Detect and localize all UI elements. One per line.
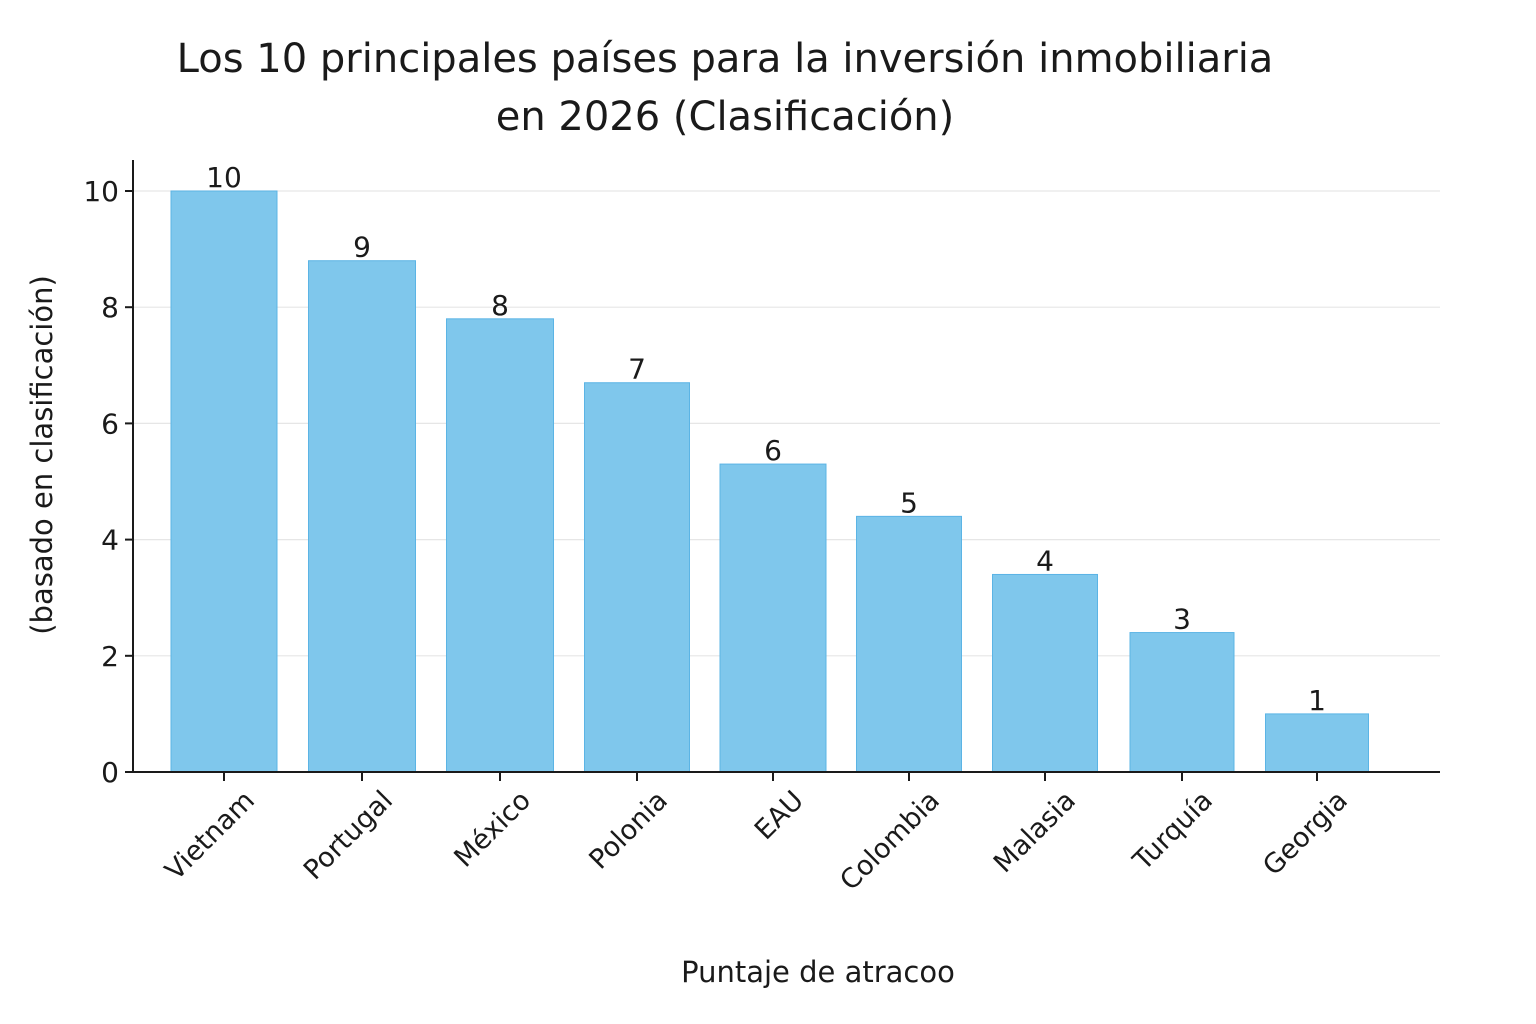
- y-tick-label: 4: [101, 524, 119, 557]
- x-tick-label: Malasia: [988, 785, 1082, 879]
- data-label: 10: [206, 161, 242, 194]
- data-label: 7: [628, 353, 646, 386]
- y-axis-title: (basado en clasificación): [25, 275, 59, 635]
- data-label: 8: [491, 289, 509, 322]
- x-tick-label: Turquía: [1127, 785, 1219, 877]
- x-tick-label: Vietnam: [159, 785, 261, 887]
- bars: [170, 190, 1369, 773]
- data-label: 5: [900, 486, 918, 519]
- x-tick-label: Colombia: [834, 785, 946, 897]
- chart-title-line-2: en 2026 (Clasificación): [496, 94, 955, 140]
- data-label: 1: [1308, 684, 1326, 717]
- x-tick-label: Polonia: [583, 785, 674, 876]
- bar-colombia: [856, 515, 962, 773]
- bar-georgia: [1265, 713, 1369, 773]
- y-tick-label: 10: [83, 175, 119, 208]
- data-labels: 10 9 8 7 6 5 4 3 1: [206, 161, 1326, 717]
- y-ticks: 0 2 4 6 8 10: [83, 175, 133, 789]
- x-tick-label: México: [448, 785, 537, 874]
- bar-turquía: [1129, 632, 1235, 773]
- x-tick-label: Portugal: [298, 785, 399, 886]
- y-tick-label: 8: [101, 291, 119, 324]
- y-tick-label: 0: [101, 756, 119, 789]
- x-tick-label: EAU: [749, 785, 810, 846]
- axes: [132, 160, 1440, 773]
- chart-title: Los 10 principales países para la invers…: [177, 36, 1274, 140]
- y-tick-label: 2: [101, 640, 119, 673]
- bar-méxico: [446, 318, 554, 773]
- x-ticks: Vietnam Portugal México Polonia EAU Colombia M…: [159, 772, 1354, 897]
- data-label: 3: [1173, 603, 1191, 636]
- x-tick-label: Georgia: [1257, 785, 1354, 882]
- data-label: 6: [764, 434, 782, 467]
- data-label: 4: [1036, 544, 1054, 577]
- y-tick-label: 6: [101, 407, 119, 440]
- x-axis-title: Puntaje de atracoo: [681, 955, 955, 989]
- bar-malasia: [992, 573, 1098, 773]
- bar-eau: [719, 463, 827, 773]
- bar-vietnam: [170, 190, 278, 773]
- bar-polonia: [584, 382, 690, 773]
- bar-portugal: [308, 260, 416, 773]
- data-label: 9: [353, 231, 371, 264]
- chart-title-line-1: Los 10 principales países para la invers…: [177, 36, 1274, 82]
